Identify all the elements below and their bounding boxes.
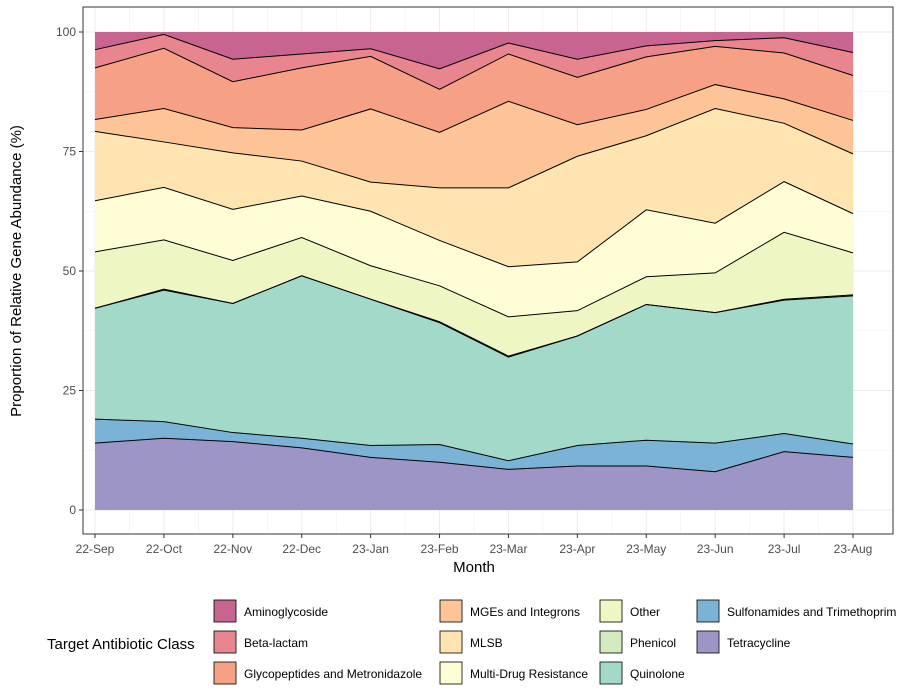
legend-swatch-mges-and-integrons xyxy=(439,599,463,623)
legend-swatch-other xyxy=(599,599,623,623)
legend-label-aminoglycoside: Aminoglycoside xyxy=(244,605,328,619)
y-tick-label: 75 xyxy=(63,145,77,159)
y-tick-label: 0 xyxy=(69,503,76,517)
boundary-multi-drug-resistance xyxy=(94,181,854,268)
x-tick-label: 23-Feb xyxy=(421,542,459,556)
y-tick-label: 25 xyxy=(63,384,77,398)
legend-label-quinolone: Quinolone xyxy=(630,667,685,681)
legend: Aminoglycoside Beta-lactam Glycopeptides a… xyxy=(213,599,896,685)
area-series xyxy=(95,32,853,510)
legend-label-multi-drug-resistance: Multi-Drug Resistance xyxy=(470,667,588,681)
area-mges-and-integrons xyxy=(95,84,853,188)
legend-title: Target Antibiotic Class xyxy=(47,636,195,653)
area-mlsb xyxy=(95,108,853,267)
legend-swatch-multi-drug-resistance xyxy=(439,661,463,685)
area-glycopeptides-and-metronidazole xyxy=(95,46,853,133)
boundary-lines xyxy=(94,33,854,473)
area-quinolone xyxy=(95,275,853,461)
legend-label-glycopeptides-and-metronidazole: Glycopeptides and Metronidazole xyxy=(244,667,422,681)
boundary-other xyxy=(94,231,854,318)
legend-swatch-glycopeptides-and-metronidazole xyxy=(213,661,237,685)
x-tick-label: 23-Jul xyxy=(768,542,801,556)
legend-label-other: Other xyxy=(630,605,660,619)
x-axis-title: Month xyxy=(453,559,495,576)
area-beta-lactam xyxy=(95,34,853,90)
legend-swatch-sulfonamides-and-trimethoprim xyxy=(696,599,720,623)
x-tick-label: 23-May xyxy=(626,542,666,556)
x-tick-label: 23-Jun xyxy=(697,542,734,556)
area-multi-drug-resistance xyxy=(95,181,853,317)
boundary-tetracycline xyxy=(94,437,854,473)
boundary-beta-lactam xyxy=(94,33,854,70)
boundary-glycopeptides-and-metronidazole xyxy=(94,45,854,90)
x-tick-label: 23-Apr xyxy=(559,542,595,556)
legend-swatch-phenicol xyxy=(599,630,623,654)
x-tick-label: 22-Nov xyxy=(213,542,252,556)
y-axis: 0 25 50 75 100 xyxy=(56,25,83,517)
x-tick-label: 22-Sep xyxy=(76,542,115,556)
y-tick-label: 100 xyxy=(56,25,76,39)
boundary-phenicol xyxy=(94,275,854,357)
x-tick-label: 22-Oct xyxy=(146,542,183,556)
x-tick-label: 22-Dec xyxy=(282,542,321,556)
area-tetracycline xyxy=(95,438,853,510)
legend-label-mlsb: MLSB xyxy=(470,636,503,650)
y-axis-title: Proportion of Relative Gene Abundance (%… xyxy=(8,125,25,417)
x-tick-label: 23-Mar xyxy=(489,542,527,556)
x-tick-label: 23-Aug xyxy=(834,542,873,556)
legend-swatch-mlsb xyxy=(439,630,463,654)
legend-label-beta-lactam: Beta-lactam xyxy=(244,636,308,650)
x-axis: 22-Sep 22-Oct 22-Nov 22-Dec 23-Jan 23-Feb 23-M… xyxy=(76,534,873,556)
legend-label-tetracycline: Tetracycline xyxy=(727,636,791,650)
area-sulfonamides-and-trimethoprim xyxy=(95,419,853,472)
legend-swatch-aminoglycoside xyxy=(213,599,237,623)
legend-label-mges-and-integrons: MGEs and Integrons xyxy=(470,605,580,619)
legend-label-sulfonamides-and-trimethoprim: Sulfonamides and Trimethoprim xyxy=(727,605,896,619)
legend-swatch-beta-lactam xyxy=(213,630,237,654)
legend-swatch-quinolone xyxy=(599,661,623,685)
area-aminoglycoside xyxy=(95,32,853,69)
legend-swatch-tetracycline xyxy=(696,630,720,654)
boundary-mges-and-integrons xyxy=(94,84,854,133)
x-tick-label: 23-Jan xyxy=(352,542,389,556)
legend-label-phenicol: Phenicol xyxy=(630,636,676,650)
y-tick-label: 50 xyxy=(63,264,77,278)
boundary-sulfonamides-and-trimethoprim xyxy=(94,418,854,462)
boundary-mlsb xyxy=(94,107,854,189)
area-other xyxy=(95,232,853,357)
